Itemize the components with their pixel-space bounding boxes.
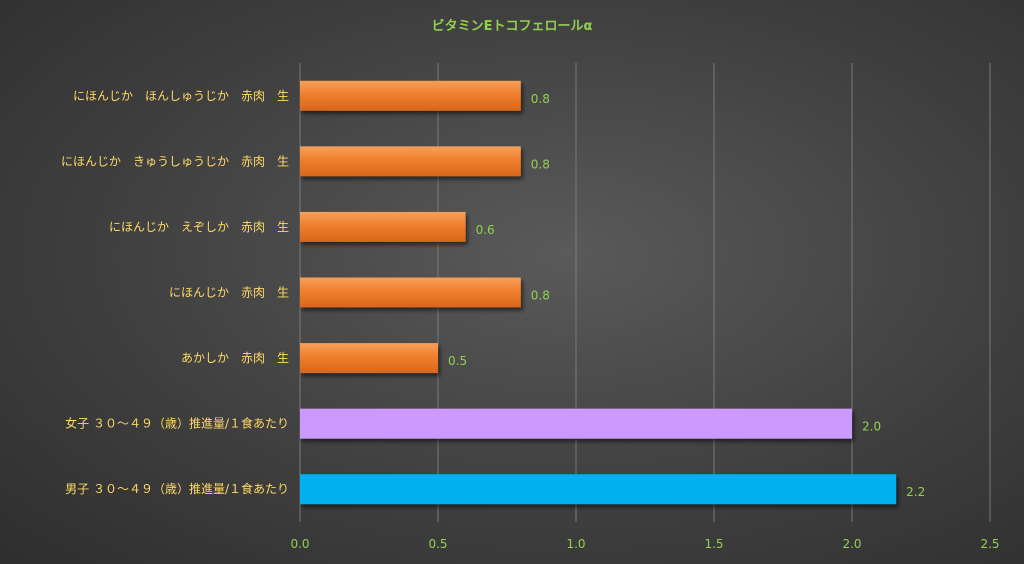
bar [300,474,897,505]
data-label: 0.5 [448,354,467,368]
bar [300,343,438,374]
category-label: にほんじか ほんしゅうじか 赤肉 生 [73,89,289,103]
x-tick-label: 2.0 [842,537,861,551]
bar [300,146,521,177]
category-label: にほんじか きゅうしゅうじか 赤肉 生 [61,154,289,168]
bar [300,408,852,439]
data-label: 0.6 [476,223,495,237]
bar [300,211,466,242]
category-label: 女子 ３０～４９（歳）推進量/１食あたり [65,416,289,431]
x-tick-label: 0.5 [428,537,447,551]
data-label: 0.8 [531,289,550,303]
bar [300,80,521,111]
data-label: 2.2 [906,485,925,499]
x-tick-label: 0.0 [290,537,309,551]
x-tick-label: 1.5 [704,537,723,551]
data-label: 0.8 [531,92,550,106]
category-label: にほんじか えぞしか 赤肉 生 [109,220,289,234]
x-tick-label: 2.5 [980,537,999,551]
category-label: 男子 ３０～４９（歳）推進量/１食あたり [65,481,289,496]
data-label: 2.0 [862,420,881,434]
bars [300,80,897,505]
data-label: 0.8 [531,157,550,171]
bar [300,277,521,308]
x-axis-ticks: 0.0 0.5 1.0 1.5 2.0 2.5 [290,537,999,551]
data-labels: 0.8 0.8 0.6 0.8 0.5 2.0 2.2 [448,92,925,499]
x-tick-label: 1.0 [566,537,585,551]
category-label: あかしか 赤肉 生 [181,351,289,365]
gridlines [299,63,991,522]
category-label: にほんじか 赤肉 生 [169,286,289,300]
chart-title: ビタミンEトコフェロールα [432,18,593,34]
